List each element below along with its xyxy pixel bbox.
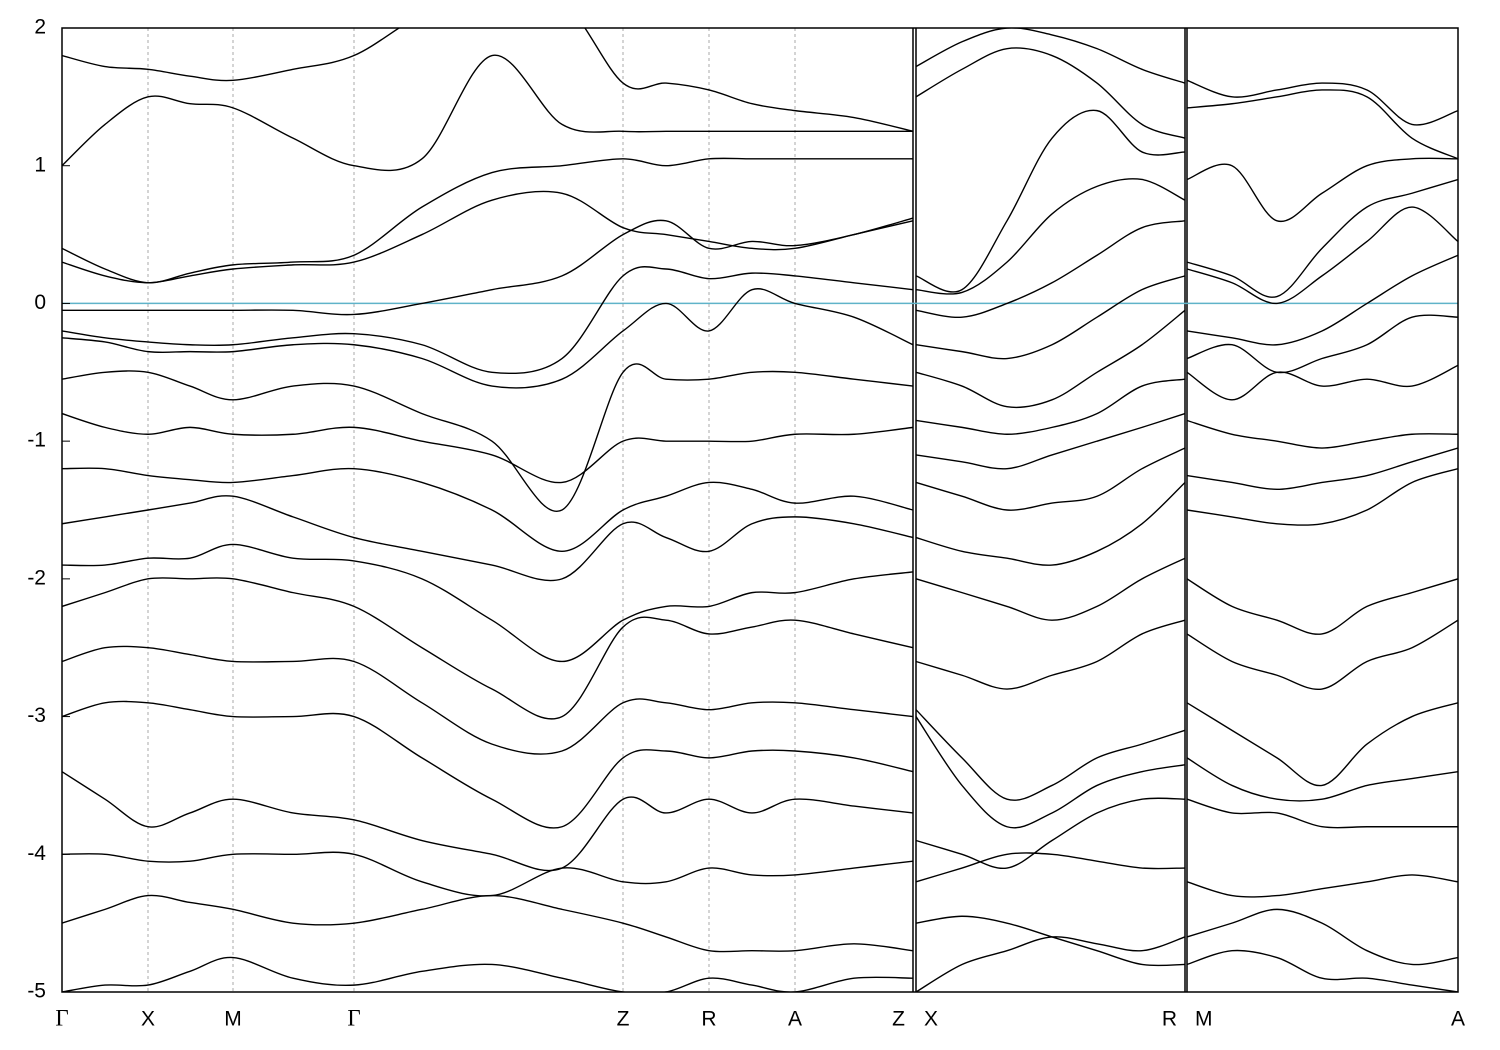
band	[62, 894, 1458, 967]
band	[62, 936, 1458, 992]
band	[62, 412, 1458, 484]
y-tick-label: -4	[27, 842, 46, 865]
band	[62, 363, 1458, 513]
y-tick-label: 2	[34, 16, 46, 39]
band	[62, 468, 1458, 582]
y-tick-label: -1	[27, 429, 46, 452]
plot-frame	[61, 27, 1459, 993]
band	[62, 771, 1458, 872]
band	[62, 178, 1458, 298]
band	[62, 28, 1458, 132]
x-tick-label: R	[1162, 1008, 1177, 1031]
x-tick-label: X	[141, 1008, 155, 1031]
x-tick-label: A	[1451, 1008, 1465, 1031]
x-tick-label: Γ	[347, 1005, 360, 1030]
x-tick-label: Z	[617, 1008, 630, 1031]
band	[62, 543, 1458, 663]
band	[62, 109, 1458, 293]
x-tick-label: X	[924, 1008, 938, 1031]
band	[62, 577, 1458, 720]
x-tick-label: M	[224, 1008, 242, 1031]
x-tick-label: A	[788, 1008, 802, 1031]
x-tick-label: Z	[892, 1008, 905, 1031]
band	[62, 645, 1458, 801]
y-tick-label: 1	[34, 153, 46, 176]
band	[62, 700, 1458, 829]
x-tick-label: Γ	[55, 1005, 68, 1030]
bands	[62, 28, 1458, 992]
band	[62, 47, 1458, 172]
y-tick-label: -5	[27, 980, 46, 1003]
band	[62, 288, 1458, 409]
y-tick-label: -2	[27, 566, 46, 589]
band	[62, 206, 1458, 318]
x-tick-label: M	[1195, 1008, 1213, 1031]
band	[62, 851, 1458, 898]
band	[62, 447, 1458, 553]
y-tick-label: 0	[34, 291, 46, 314]
x-tick-label: R	[701, 1008, 716, 1031]
y-tick-label: -3	[27, 704, 46, 727]
band	[62, 254, 1458, 375]
